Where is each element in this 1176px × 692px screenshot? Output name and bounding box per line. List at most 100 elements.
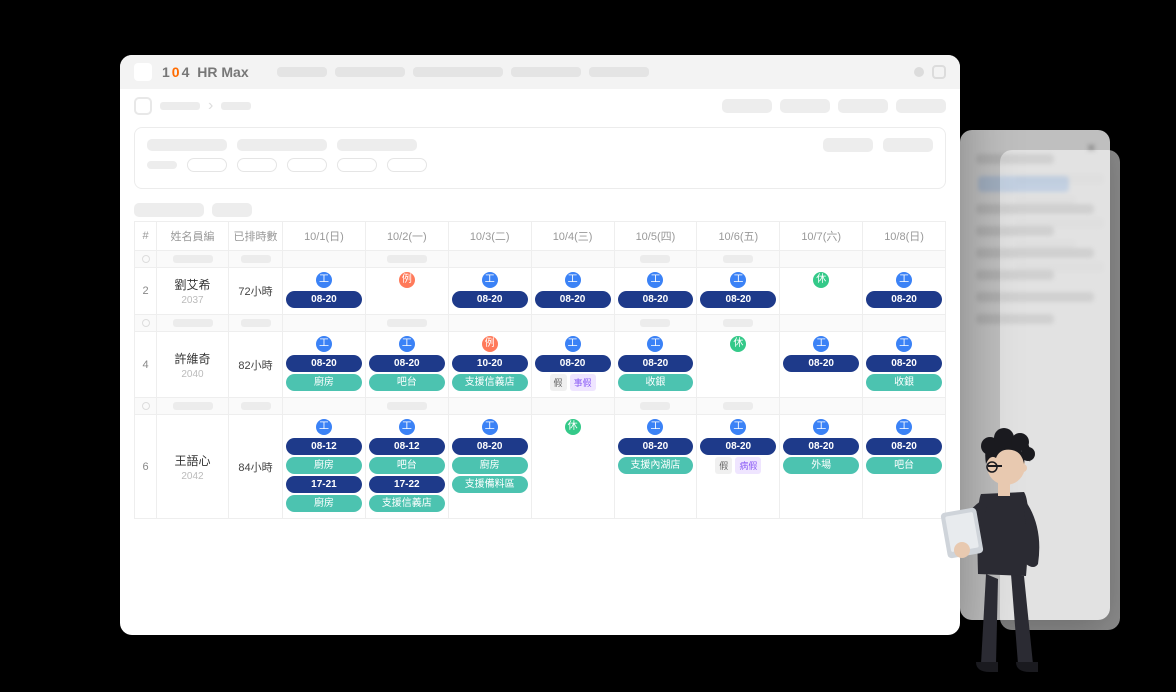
shift-chip-time[interactable]: 08-20 [369, 355, 445, 372]
shift-chip-loc[interactable]: 吧台 [369, 374, 445, 391]
shift-chip-time[interactable]: 08-12 [286, 438, 362, 455]
shift-chip-time[interactable]: 08-20 [452, 438, 528, 455]
filter-button[interactable] [823, 138, 873, 152]
shift-chip-time[interactable]: 08-20 [783, 438, 859, 455]
shift-chip-time[interactable]: 08-20 [535, 355, 611, 372]
day-cell[interactable]: 工08-20 [697, 268, 780, 315]
shift-chip-loc[interactable]: 收銀 [866, 374, 942, 391]
day-cell[interactable]: 工08-20 [780, 332, 863, 398]
shift-chip-loc[interactable]: 外場 [783, 457, 859, 474]
day-cell[interactable]: 工08-20 [283, 268, 366, 315]
filter-button[interactable] [883, 138, 933, 152]
day-cell[interactable]: 工08-20 [448, 268, 531, 315]
day-cell[interactable]: 工 08-20 [531, 268, 614, 315]
scheduled-hours: 72小時 [229, 268, 283, 315]
toolbar-button[interactable] [780, 99, 830, 113]
shift-chip-loc[interactable]: 廚房 [286, 374, 362, 391]
shift-chip-time[interactable]: 08-20 [452, 291, 528, 308]
day-cell[interactable]: 工08-12吧台17-22支援信義店 [365, 415, 448, 519]
day-cell[interactable]: 例 [365, 268, 448, 315]
tab-placeholders [277, 67, 904, 77]
shift-chip-loc[interactable]: 吧台 [369, 457, 445, 474]
day-cell[interactable]: 工08-12廚房17-21廚房 [283, 415, 366, 519]
day-cell[interactable]: 工08-20 [863, 268, 946, 315]
shift-chip-time[interactable]: 08-20 [286, 355, 362, 372]
titlebar: 104 HR Max [120, 55, 960, 89]
toolbar-button[interactable] [838, 99, 888, 113]
day-cell[interactable]: 例10-20支援信義店 [448, 332, 531, 398]
toolbar-button[interactable] [896, 99, 946, 113]
shift-chip-loc[interactable]: 收銀 [618, 374, 694, 391]
shift-chip-support[interactable]: 支援內湖店 [618, 457, 694, 474]
shift-chip-time[interactable]: 08-20 [286, 291, 362, 308]
schedule-table: # 姓名員編 已排時數 10/1(日) 10/2(一) 10/3(二) 10/4… [134, 221, 946, 519]
table-row[interactable]: 4許維奇204082小時工08-20廚房工08-20吧台例10-20支援信義店工… [135, 332, 946, 398]
day-cell[interactable]: 休 [531, 415, 614, 519]
titlebar-dot-icon[interactable] [914, 67, 924, 77]
day-cell[interactable]: 工08-20假病假 [697, 415, 780, 519]
filter-pill[interactable] [187, 158, 227, 172]
day-cell[interactable]: 工08-20支援內湖店 [614, 415, 697, 519]
employee-id: 2040 [159, 369, 226, 380]
employee-name: 王語心 [159, 452, 226, 469]
shift-badge-work: 工 [316, 336, 332, 352]
col-day: 10/5(四) [614, 222, 697, 251]
col-day: 10/4(三) [531, 222, 614, 251]
filter-pill[interactable] [237, 158, 277, 172]
table-row[interactable]: 2劉艾希203772小時工08-20例工08-20工08-20工08-20工08… [135, 268, 946, 315]
shift-chip-time[interactable]: 08-20 [866, 355, 942, 372]
col-day: 10/2(一) [365, 222, 448, 251]
main-window: 104 HR Max › [120, 55, 960, 635]
shift-chip-support[interactable]: 支援備料區 [452, 476, 528, 493]
shift-chip-loc[interactable]: 廚房 [286, 457, 362, 474]
employee-id: 2037 [159, 295, 226, 306]
shift-chip-support[interactable]: 支援信義店 [369, 495, 445, 512]
col-day: 10/1(日) [283, 222, 366, 251]
shift-chip-time[interactable]: 17-21 [286, 476, 362, 493]
table-row[interactable]: 6王語心204284小時工08-12廚房17-21廚房工08-12吧台17-22… [135, 415, 946, 519]
row-index: 2 [135, 268, 157, 315]
shift-chip-time[interactable]: 08-20 [700, 291, 776, 308]
day-cell[interactable]: 休 [697, 332, 780, 398]
employee-id: 2042 [159, 471, 226, 482]
day-cell[interactable]: 工 08-20 廚房 [283, 332, 366, 398]
shift-badge-rest: 休 [730, 336, 746, 352]
shift-chip-time[interactable]: 17-22 [369, 476, 445, 493]
shift-chip-time[interactable]: 08-20 [618, 438, 694, 455]
col-day: 10/3(二) [448, 222, 531, 251]
day-cell[interactable]: 工08-20 [614, 268, 697, 315]
day-cell[interactable]: 工 08-20 吧台 [365, 332, 448, 398]
day-cell[interactable]: 工08-20廚房支援備料區 [448, 415, 531, 519]
shift-chip-time[interactable]: 08-12 [369, 438, 445, 455]
close-icon[interactable]: × [1087, 140, 1096, 158]
toolbar-button[interactable] [722, 99, 772, 113]
row-index: 6 [135, 415, 157, 519]
filter-pill[interactable] [287, 158, 327, 172]
employee-cell[interactable]: 劉艾希2037 [157, 268, 229, 315]
row-index: 4 [135, 332, 157, 398]
day-cell[interactable]: 工08-20收銀 [614, 332, 697, 398]
shift-chip-time[interactable]: 08-20 [700, 438, 776, 455]
filter-panel [134, 127, 946, 189]
employee-cell[interactable]: 王語心 2042 [157, 415, 229, 519]
person-illustration [926, 404, 1076, 684]
day-cell[interactable]: 工08-20假事假 [531, 332, 614, 398]
shift-badge-work: 工 [565, 272, 581, 288]
shift-chip-loc[interactable]: 廚房 [452, 457, 528, 474]
shift-chip-time[interactable]: 08-20 [618, 291, 694, 308]
shift-badge-work: 工 [399, 336, 415, 352]
day-cell[interactable]: 工08-20收銀 [863, 332, 946, 398]
shift-chip-time[interactable]: 08-20 [866, 291, 942, 308]
shift-chip-support[interactable]: 支援信義店 [452, 374, 528, 391]
shift-chip-time[interactable]: 10-20 [452, 355, 528, 372]
shift-chip-time[interactable]: 08-20 [618, 355, 694, 372]
titlebar-square-icon[interactable] [932, 65, 946, 79]
filter-pill[interactable] [337, 158, 377, 172]
day-cell[interactable]: 工08-20外場 [780, 415, 863, 519]
day-cell[interactable]: 休 [780, 268, 863, 315]
shift-chip-time[interactable]: 08-20 [535, 291, 611, 308]
shift-chip-time[interactable]: 08-20 [783, 355, 859, 372]
shift-chip-loc[interactable]: 廚房 [286, 495, 362, 512]
filter-pill[interactable] [387, 158, 427, 172]
employee-cell[interactable]: 許維奇2040 [157, 332, 229, 398]
